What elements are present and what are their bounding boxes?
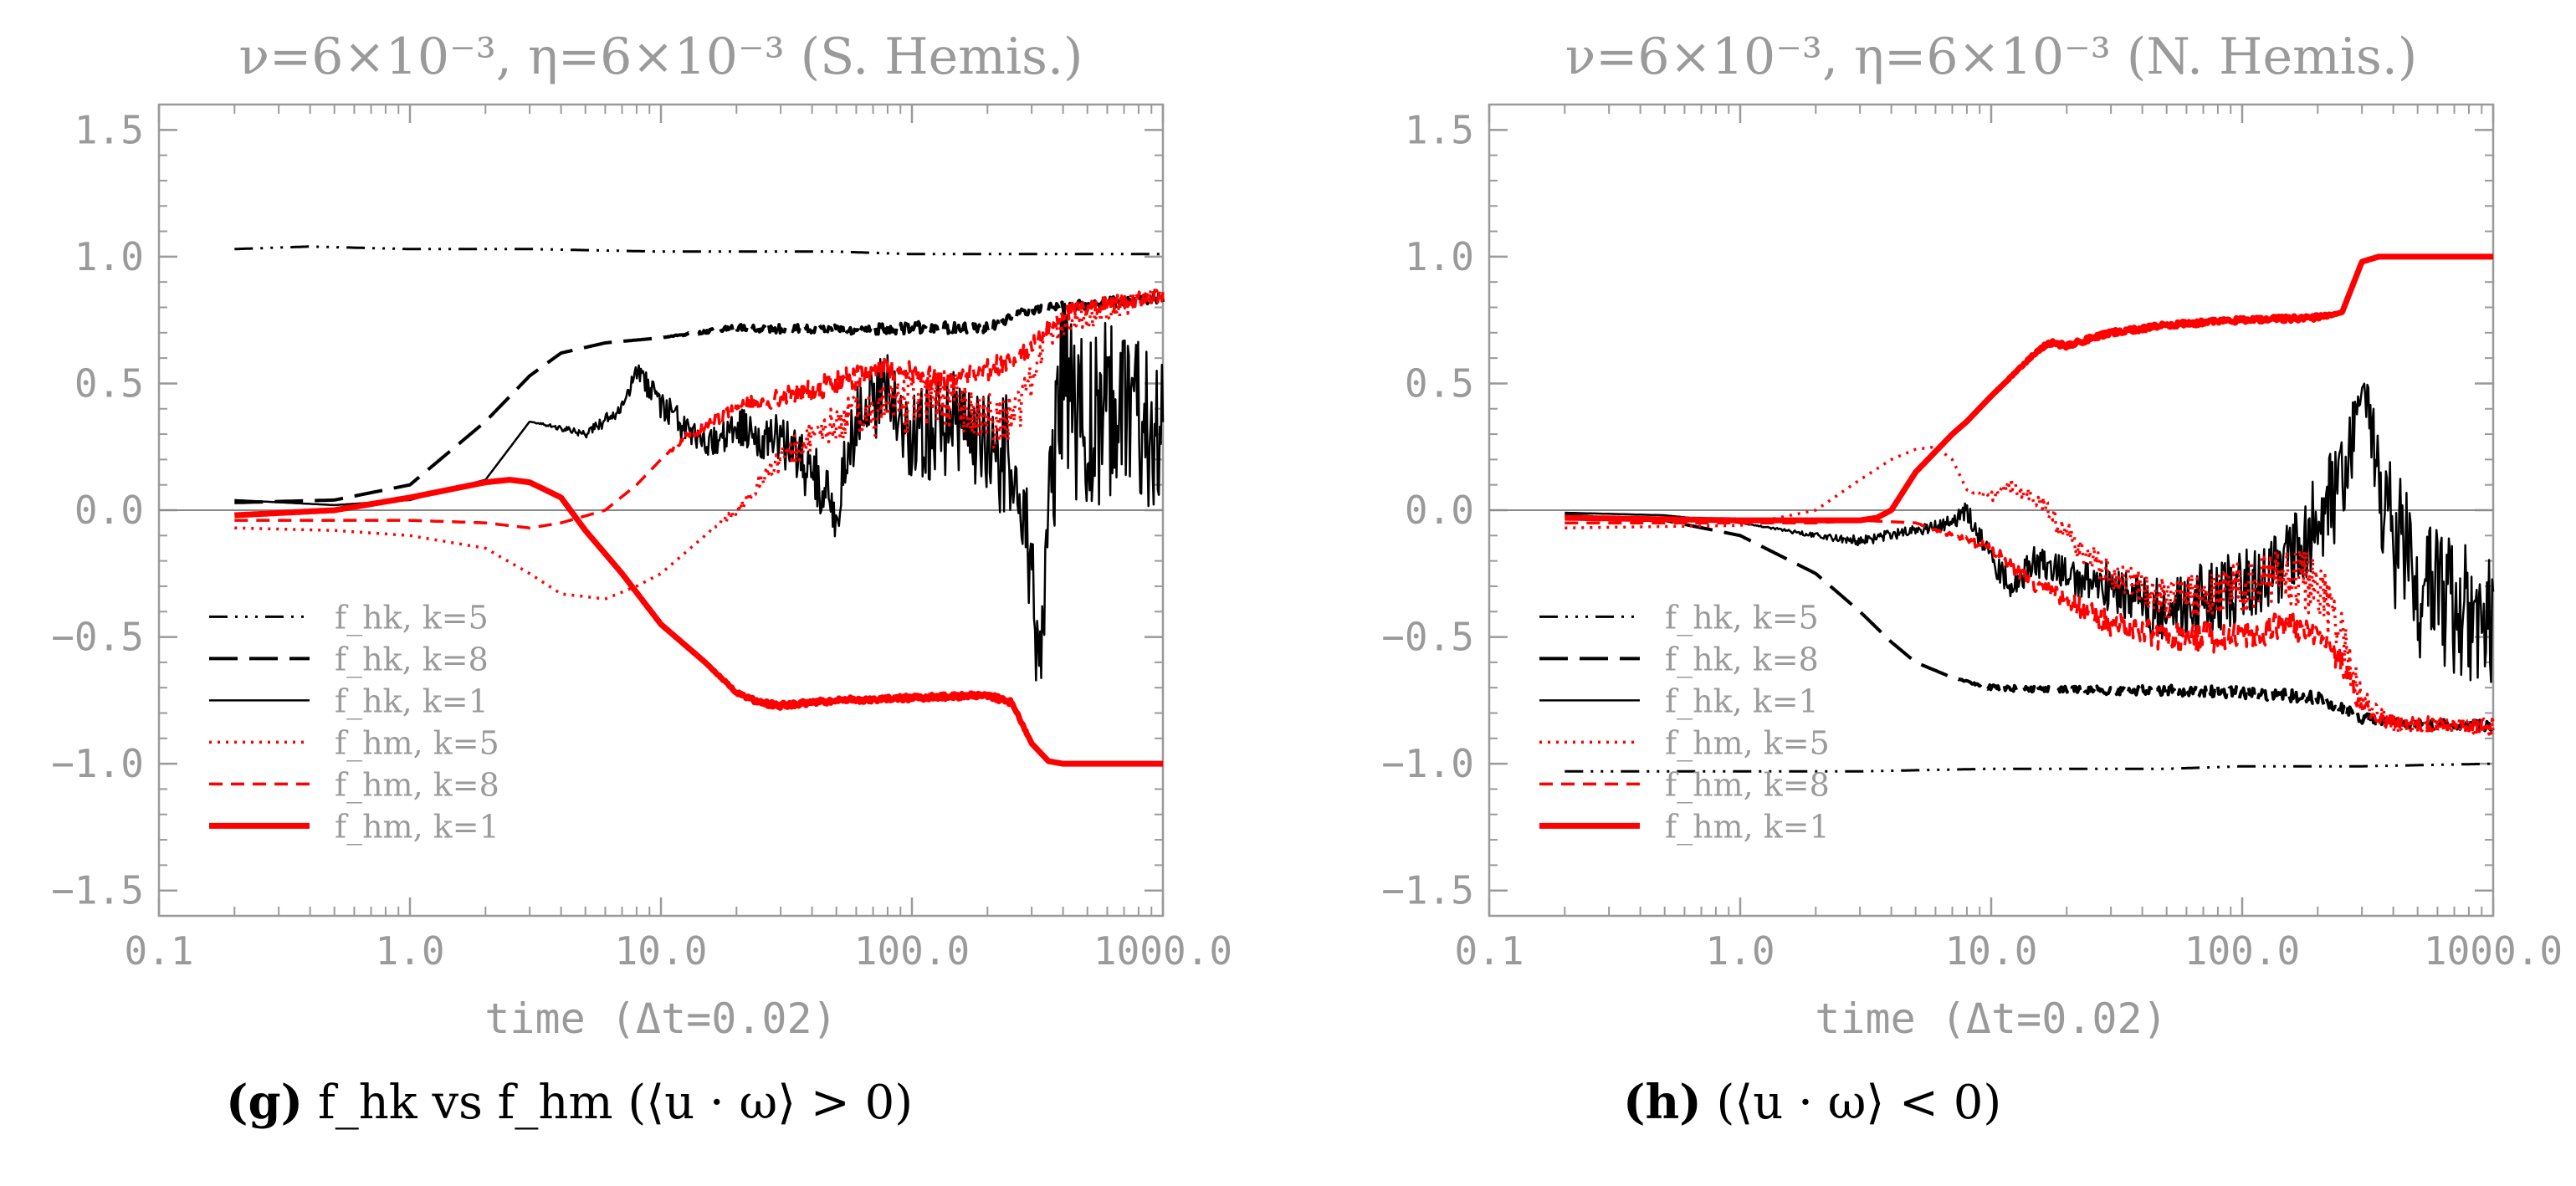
panel-g-xtick-label: 100.0 <box>854 928 970 974</box>
panel-h-legend-label: f_hk, k=8 <box>1665 641 1819 678</box>
panel-h-xtick-label: 0.1 <box>1454 928 1524 974</box>
panel-g-xtick-label: 10.0 <box>615 928 708 974</box>
panel-g-xlabel: time (Δt=0.02) <box>484 994 837 1043</box>
panel-g-title: ν=6×10⁻³, η=6×10⁻³ (S. Hemis.) <box>239 28 1083 86</box>
panel-h-ytick-label: 0.0 <box>1405 488 1474 533</box>
panel-h-xtick-label: 10.0 <box>1945 928 2038 974</box>
panel-h-series-line <box>1564 514 2495 733</box>
panel-g-xtick-label: 0.1 <box>124 928 193 974</box>
panel-g-legend-label: f_hm, k=1 <box>335 808 499 846</box>
panel-h-series-line <box>1564 445 2495 737</box>
panel-g-legend-label: f_hm, k=8 <box>335 766 499 804</box>
panel-g-ytick-label: 1.0 <box>74 234 144 279</box>
panel-h-legend-label: f_hk, k=1 <box>1665 682 1819 720</box>
panel-h-ytick-label: 0.5 <box>1405 360 1474 406</box>
panel-h-ytick-label: −1.5 <box>1381 868 1474 913</box>
panel-h-ytick-label: 1.5 <box>1405 107 1474 152</box>
panel-g-legend-label: f_hk, k=5 <box>335 599 489 636</box>
panel-h-series-line <box>1565 762 2494 773</box>
panel-g-legend-label: f_hm, k=5 <box>335 724 499 762</box>
caption-g-text: f_hk vs f_hm (⟨u · ω⟩ > 0) <box>317 1076 914 1130</box>
panel-h-legend-label: f_hm, k=5 <box>1665 724 1830 762</box>
panel-h-ytick-label: −1.0 <box>1381 741 1474 786</box>
panel-g-xtick-label: 1000.0 <box>1093 928 1232 974</box>
caption-h-text: (⟨u · ω⟩ < 0) <box>1716 1076 2002 1130</box>
panel-g-ytick-label: −1.5 <box>51 868 144 913</box>
panel-g-series-line <box>234 245 1164 256</box>
panel-h-ytick-label: 1.0 <box>1405 234 1474 279</box>
panel-g-series-line <box>233 477 1165 767</box>
panel-g-ytick-label: 0.5 <box>74 360 144 406</box>
panel-h-xlabel: time (Δt=0.02) <box>1815 994 2167 1043</box>
panel-h-series-line <box>1563 253 2496 524</box>
panel-h-title: ν=6×10⁻³, η=6×10⁻³ (N. Hemis.) <box>1565 28 2418 86</box>
panel-h-xtick-label: 1.0 <box>1705 928 1775 974</box>
panel-g-ytick-label: −1.0 <box>51 741 144 786</box>
panel-h-ytick-label: −0.5 <box>1381 615 1474 660</box>
panel-g-ytick-label: 0.0 <box>74 488 144 533</box>
panel-g-series-line <box>233 288 1165 529</box>
panel-g-legend-label: f_hk, k=1 <box>335 682 489 720</box>
panel-h-xtick-label: 100.0 <box>2184 928 2300 974</box>
panel-h-series-line <box>1565 382 2495 683</box>
panel-h-legend-label: f_hk, k=5 <box>1665 599 1819 636</box>
caption-h-tag: (h) <box>1623 1075 1702 1130</box>
panel-g-ytick-label: 1.5 <box>74 107 144 152</box>
caption-g: (g) f_hk vs f_hm (⟨u · ω⟩ > 0) <box>226 1075 913 1130</box>
caption-g-tag: (g) <box>226 1075 304 1130</box>
panel-g-xtick-label: 1.0 <box>375 928 444 974</box>
panel-h-legend-label: f_hm, k=8 <box>1665 766 1830 804</box>
panel-h-legend-label: f_hm, k=1 <box>1665 808 1830 846</box>
panel-g-ytick-label: −0.5 <box>51 615 144 660</box>
panel-g-series-line <box>233 291 1165 504</box>
panel-g-legend-label: f_hk, k=8 <box>335 641 489 678</box>
caption-h: (h) (⟨u · ω⟩ < 0) <box>1623 1075 2001 1130</box>
panel-h-xtick-label: 1000.0 <box>2424 928 2563 974</box>
